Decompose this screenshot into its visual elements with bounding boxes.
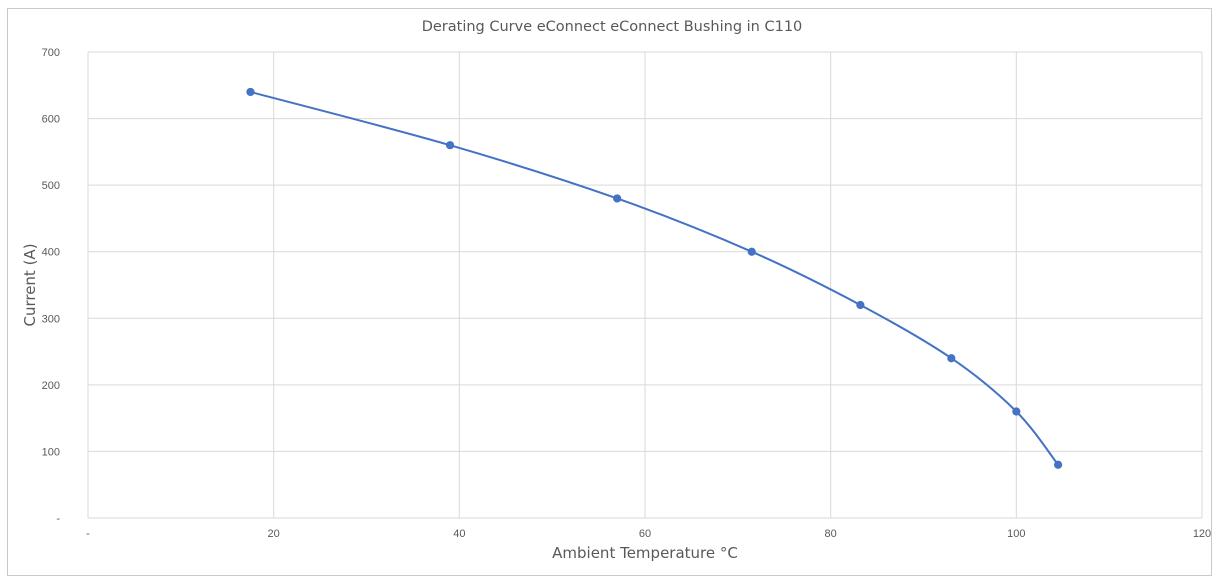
data-point: [613, 194, 622, 203]
chart-frame: [7, 8, 1212, 576]
data-point: [947, 354, 956, 363]
x-tick-label: -: [86, 528, 90, 540]
tick-labels: - 100 200 300 400 500 600 700 - 20 40 60 80 100 120: [42, 47, 1212, 540]
data-point: [1012, 407, 1021, 416]
x-tick-label: 40: [453, 528, 465, 540]
y-tick-label: -: [56, 513, 60, 525]
series: [246, 87, 1063, 469]
y-tick-label: 300: [42, 313, 60, 325]
chart-title: Derating Curve eConnect eConnect Bushing…: [422, 19, 803, 35]
x-tick-label: 100: [1007, 528, 1025, 540]
data-point: [445, 141, 455, 150]
y-tick-label: 500: [42, 180, 60, 192]
data-point: [747, 247, 756, 256]
x-tick-label: 80: [825, 528, 837, 540]
data-point: [246, 87, 255, 97]
series-line: [250, 90, 1059, 466]
data-point: [856, 300, 865, 310]
y-tick-label: 400: [42, 247, 60, 259]
y-axis-title: Current (A): [21, 243, 39, 326]
y-tick-label: 600: [42, 114, 60, 126]
x-tick-label: 20: [268, 528, 280, 540]
grid: [87, 51, 1203, 519]
x-tick-label: 60: [639, 528, 651, 540]
x-axis-title: Ambient Temperature °C: [552, 544, 738, 562]
data-point: [1054, 460, 1063, 469]
y-tick-label: 700: [42, 47, 60, 59]
x-tick-label: 120: [1193, 528, 1211, 540]
y-tick-label: 100: [42, 446, 60, 458]
y-tick-label: 200: [42, 380, 60, 392]
